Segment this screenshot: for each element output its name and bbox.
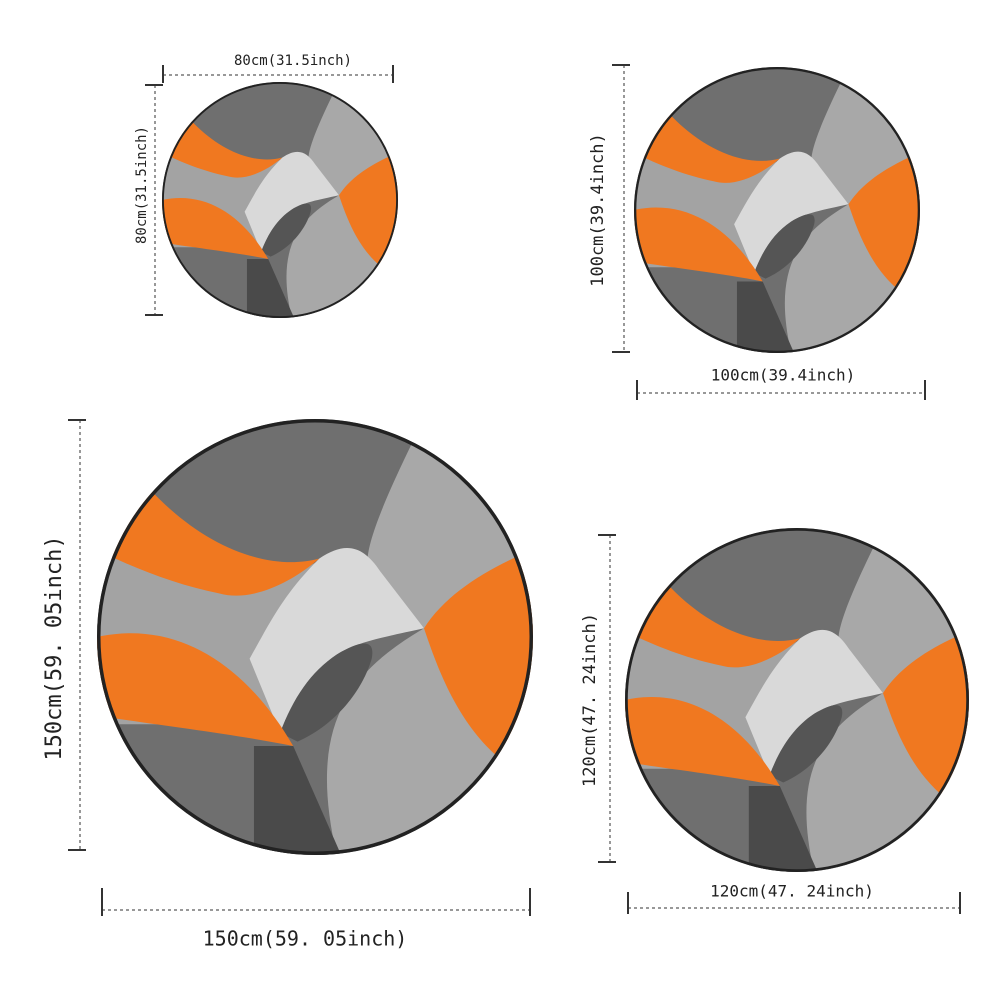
rug-150 [97, 419, 533, 855]
width-label: 100cm(39.4inch) [711, 366, 856, 385]
dimension-height [598, 534, 616, 863]
dimension-height [612, 64, 630, 353]
rug-100 [634, 67, 920, 353]
height-label: 150cm(59. 05inch) [42, 535, 67, 760]
dimension-height [68, 419, 86, 851]
rug-80 [162, 82, 398, 318]
dimension-width [162, 65, 394, 83]
width-label: 80cm(31.5inch) [234, 53, 352, 69]
height-label: 80cm(31.5inch) [134, 126, 150, 244]
dimension-width [627, 892, 961, 914]
width-label: 120cm(47. 24inch) [710, 882, 874, 901]
dimension-height [145, 84, 163, 316]
height-label: 120cm(47. 24inch) [580, 613, 600, 787]
width-label: 150cm(59. 05inch) [203, 927, 408, 951]
dimension-width [101, 888, 531, 916]
rug-120 [625, 528, 969, 872]
height-label: 100cm(39.4inch) [588, 133, 608, 287]
dimension-width [636, 380, 926, 400]
